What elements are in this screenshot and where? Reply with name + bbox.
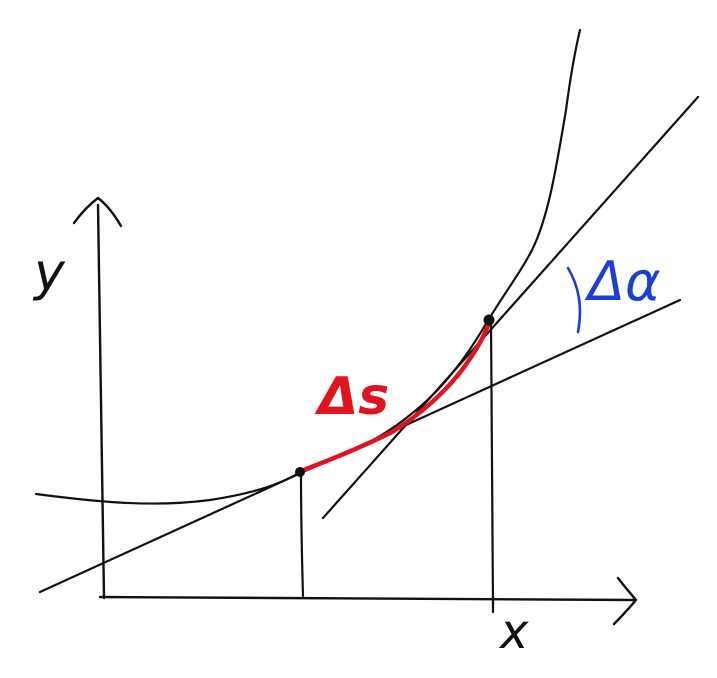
y-axis-arrowhead <box>72 196 123 228</box>
angle-change-label: Δα <box>584 250 661 313</box>
x-axis-arrowhead <box>612 576 638 626</box>
y-axis-label: y <box>32 243 66 303</box>
arc-length-label: Δs <box>314 367 389 427</box>
angle-arc <box>566 266 582 334</box>
arc-segment <box>298 317 493 474</box>
x-axis-line <box>98 595 636 602</box>
drop-line-1 <box>299 471 305 598</box>
y-axis-line <box>96 203 106 600</box>
y-axis <box>72 196 123 600</box>
point-start <box>295 467 305 477</box>
function-curve <box>34 28 582 505</box>
drop-line-2 <box>489 320 495 608</box>
x-axis-label: x <box>498 604 529 660</box>
point-end <box>483 314 495 326</box>
x-axis <box>98 576 638 626</box>
tangent-line-2 <box>321 95 700 520</box>
